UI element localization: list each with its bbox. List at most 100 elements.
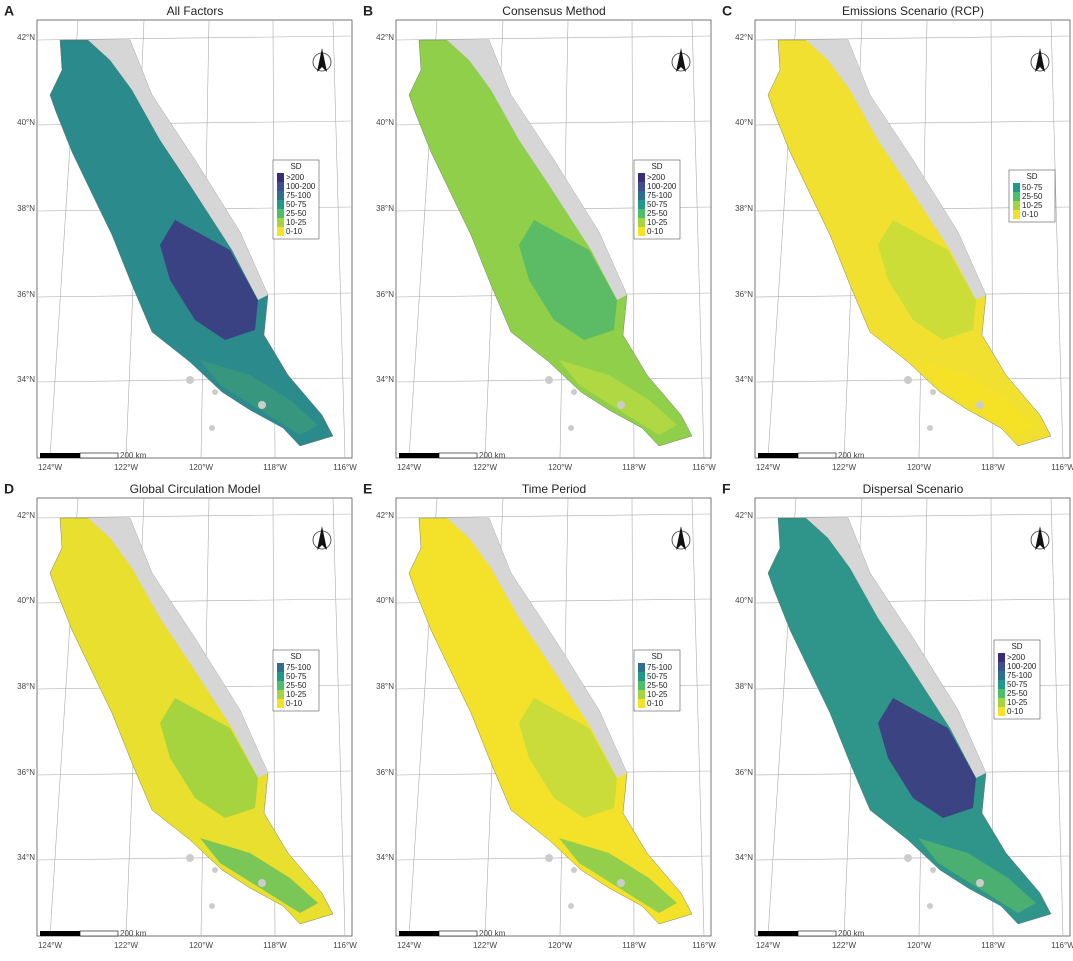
legend-label: >200 <box>647 173 666 182</box>
legend-swatch <box>277 182 284 191</box>
legend-swatch <box>998 671 1005 680</box>
lat-label: 40°N <box>735 596 753 605</box>
island <box>212 867 218 873</box>
legend-label: 25-50 <box>286 681 307 690</box>
legend-label: 0-10 <box>286 227 303 236</box>
lat-label: 42°N <box>17 33 35 42</box>
island <box>258 401 266 409</box>
panel-title: Time Period <box>522 482 586 496</box>
lat-label: 34°N <box>17 375 35 384</box>
panel-title: Global Circulation Model <box>130 482 261 496</box>
island <box>904 854 912 862</box>
lon-label: 116°W <box>333 941 357 950</box>
lat-label: 34°N <box>735 375 753 384</box>
island <box>927 903 933 909</box>
scale-bar-black <box>399 931 439 936</box>
legend-label: 10-25 <box>286 690 307 699</box>
lon-label: 124°W <box>756 463 781 472</box>
lat-label: 36°N <box>376 290 394 299</box>
lon-label: 120°W <box>189 463 214 472</box>
panel-letter: D <box>4 481 14 497</box>
legend-label: 10-25 <box>647 690 668 699</box>
scale-label: 200 km <box>120 451 147 460</box>
island <box>258 879 266 887</box>
island <box>617 879 625 887</box>
legend-swatch <box>277 681 284 690</box>
island <box>545 376 553 384</box>
legend-swatch <box>638 191 645 200</box>
legend-swatch <box>998 662 1005 671</box>
legend-label: 75-100 <box>1007 671 1032 680</box>
lon-label: 122°W <box>114 941 139 950</box>
lon-label: 118°W <box>622 463 646 472</box>
scale-label: 200 km <box>479 929 506 938</box>
lon-label: 118°W <box>981 941 1005 950</box>
legend-swatch <box>638 209 645 218</box>
legend-label: 50-75 <box>1007 680 1028 689</box>
panel-letter: C <box>722 3 732 19</box>
legend-label: 50-75 <box>286 200 307 209</box>
panel-letter: A <box>4 3 14 19</box>
lat-label: 40°N <box>17 118 35 127</box>
lon-label: 118°W <box>622 941 646 950</box>
lon-label: 118°W <box>263 941 287 950</box>
legend-swatch <box>1013 183 1020 192</box>
lon-label: 120°W <box>548 941 573 950</box>
legend-swatch <box>998 680 1005 689</box>
island <box>209 903 215 909</box>
island <box>617 401 625 409</box>
panel: DGlobal Circulation Model42°N40°N38°N36°… <box>4 481 357 950</box>
island <box>212 389 218 395</box>
legend-swatch <box>277 699 284 708</box>
lon-label: 124°W <box>38 463 63 472</box>
scale-bar-white <box>439 931 477 936</box>
legend-label: 10-25 <box>1022 201 1043 210</box>
legend-label: 75-100 <box>286 663 311 672</box>
lat-label: 40°N <box>17 596 35 605</box>
lon-label: 122°W <box>114 463 139 472</box>
legend-label: 0-10 <box>286 699 303 708</box>
island <box>186 854 194 862</box>
legend-label: >200 <box>286 173 305 182</box>
legend-label: >200 <box>1007 653 1026 662</box>
lon-label: 116°W <box>692 941 716 950</box>
lat-label: 40°N <box>735 118 753 127</box>
legend-swatch <box>277 191 284 200</box>
legend-swatch <box>277 173 284 182</box>
legend-swatch <box>277 690 284 699</box>
panel: BConsensus Method42°N40°N38°N36°N34°N124… <box>363 3 716 472</box>
island <box>930 389 936 395</box>
legend-label: 75-100 <box>286 191 311 200</box>
lat-label: 34°N <box>17 853 35 862</box>
panel-letter: E <box>363 481 372 497</box>
lon-label: 122°W <box>473 941 498 950</box>
legend-label: 100-200 <box>1007 662 1037 671</box>
lat-label: 36°N <box>376 768 394 777</box>
legend-swatch <box>638 690 645 699</box>
lon-label: 116°W <box>692 463 716 472</box>
lat-label: 34°N <box>376 853 394 862</box>
panel-title: Consensus Method <box>502 4 605 18</box>
legend-label: 25-50 <box>1022 192 1043 201</box>
scale-label: 200 km <box>838 451 865 460</box>
scale-bar-white <box>439 453 477 458</box>
lat-label: 34°N <box>735 853 753 862</box>
lon-label: 120°W <box>548 463 573 472</box>
lat-label: 38°N <box>376 204 394 213</box>
lat-label: 38°N <box>17 204 35 213</box>
lon-label: 124°W <box>756 941 781 950</box>
legend-swatch <box>277 209 284 218</box>
scale-bar-black <box>40 931 80 936</box>
legend-swatch <box>277 218 284 227</box>
legend-label: 100-200 <box>286 182 316 191</box>
island <box>571 389 577 395</box>
legend-swatch <box>638 173 645 182</box>
lat-label: 38°N <box>17 682 35 691</box>
legend-swatch <box>277 200 284 209</box>
legend-label: 50-75 <box>647 672 668 681</box>
lat-label: 42°N <box>735 511 753 520</box>
island <box>976 401 984 409</box>
legend-swatch <box>638 681 645 690</box>
legend-label: 0-10 <box>1007 707 1024 716</box>
legend-label: 0-10 <box>1022 210 1039 219</box>
